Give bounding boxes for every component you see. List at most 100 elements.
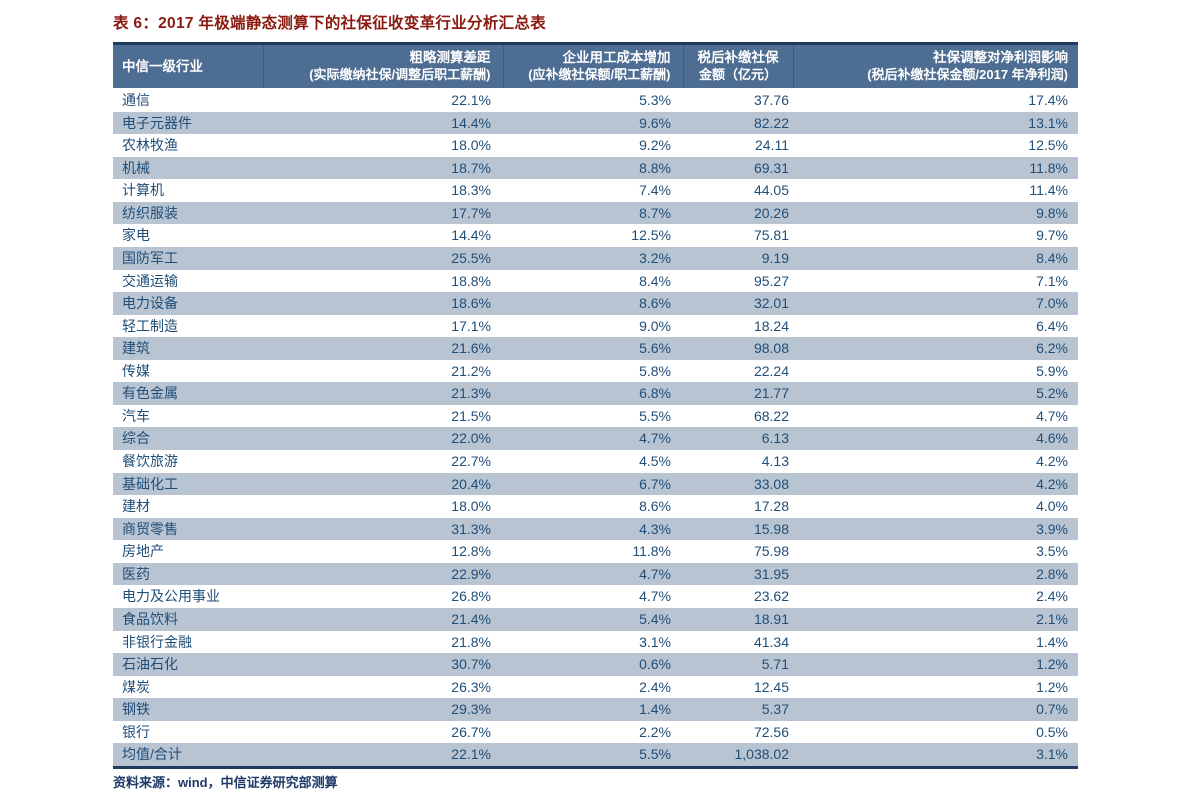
industry-name-cell: 均值/合计	[122, 746, 182, 763]
industry-name-cell: 国防军工	[122, 249, 178, 266]
industry-name-cell: 煤炭	[122, 678, 150, 695]
header-labor-cost-line1: 企业用工成本增加	[562, 50, 671, 65]
industry-name-cell: 家电	[122, 227, 150, 244]
industry-name-cell: 通信	[122, 92, 150, 108]
value-cell: 2.1%	[1036, 610, 1068, 627]
table-row: 建筑 21.6% 5.6% 98.08 6.2%	[113, 337, 1078, 360]
value-cell: 5.4%	[639, 610, 671, 627]
industry-name-cell: 电力及公用事业	[122, 588, 220, 605]
value-cell: 22.1%	[451, 92, 491, 108]
table-row: 电力设备 18.6% 8.6% 32.01 7.0%	[113, 292, 1078, 315]
table-row: 建材 18.0% 8.6% 17.28 4.0%	[113, 495, 1078, 518]
header-row: 中信一级行业 粗略测算差距 (实际缴纳社保/调整后职工薪酬) 企业用工成本增加 …	[113, 43, 1078, 89]
value-cell: 8.4%	[639, 272, 671, 289]
value-cell: 3.5%	[1036, 543, 1068, 560]
value-cell: 4.7%	[639, 565, 671, 582]
value-cell: 21.4%	[451, 610, 491, 627]
header-labor-cost-line2: (应补缴社保额/职工薪酬)	[528, 67, 671, 82]
header-rough-gap: 粗略测算差距 (实际缴纳社保/调整后职工薪酬)	[262, 43, 503, 89]
industry-name-cell: 商贸零售	[122, 520, 178, 537]
table-row: 有色金属 21.3% 6.8% 21.77 5.2%	[113, 382, 1078, 405]
industry-name-cell: 农林牧渔	[122, 137, 178, 154]
value-cell: 8.8%	[639, 159, 671, 176]
industry-name-cell: 石油石化	[122, 656, 178, 673]
value-cell: 1.2%	[1036, 678, 1068, 695]
value-cell: 14.4%	[451, 227, 491, 244]
value-cell: 13.1%	[1028, 114, 1068, 131]
value-cell: 12.45	[753, 678, 789, 695]
value-cell: 22.24	[753, 362, 789, 379]
value-cell: 9.6%	[639, 114, 671, 131]
table-row: 国防军工 25.5% 3.2% 9.19 8.4%	[113, 246, 1078, 270]
value-cell: 4.5%	[639, 453, 671, 469]
value-cell: 9.19	[761, 249, 789, 266]
industry-name-cell: 建材	[122, 498, 150, 515]
value-cell: 21.3%	[451, 385, 491, 402]
table-row: 综合 22.0% 4.7% 6.13 4.6%	[113, 427, 1078, 450]
value-cell: 68.22	[753, 407, 789, 424]
industry-name-cell: 基础化工	[122, 475, 178, 492]
value-cell: 4.6%	[1036, 430, 1068, 447]
header-labor-cost: 企业用工成本增加 (应补缴社保额/职工薪酬)	[502, 43, 683, 89]
value-cell: 69.31	[753, 159, 789, 176]
table-row: 汽车 21.5% 5.5% 68.22 4.7%	[113, 404, 1078, 428]
table-row: 煤炭 26.3% 2.4% 12.45 1.2%	[113, 675, 1078, 699]
value-cell: 9.2%	[639, 137, 671, 154]
table-body: 通信 22.1% 5.3% 37.76 17.4% 电子元器件 14.4% 9.6% 82.22…	[113, 88, 1078, 768]
value-cell: 17.28	[753, 498, 789, 515]
industry-name-cell: 计算机	[122, 182, 164, 199]
value-cell: 8.7%	[639, 204, 671, 221]
industry-name-cell: 非银行金融	[122, 633, 192, 650]
table-row: 纺织服装 17.7% 8.7% 20.26 9.8%	[113, 201, 1078, 225]
header-aftertax-amount-line1: 税后补缴社保	[697, 50, 779, 65]
value-cell: 11.8%	[1029, 159, 1068, 176]
value-cell: 9.7%	[1036, 227, 1068, 244]
table-row: 食品饮料 21.4% 5.4% 18.91 2.1%	[113, 607, 1078, 631]
header-profit-impact-line2: (税后补缴社保金额/2017 年净利润)	[867, 67, 1068, 82]
industry-name-cell: 轻工制造	[122, 317, 178, 334]
value-cell: 6.2%	[1036, 340, 1068, 357]
table-row: 电力及公用事业 26.8% 4.7% 23.62 2.4%	[113, 585, 1078, 608]
header-profit-impact-line1: 社保调整对净利润影响	[933, 50, 1068, 65]
value-cell: 18.8%	[451, 272, 491, 289]
table-row-total: 均值/合计 22.1% 5.5% 1,038.02 3.1%	[113, 743, 1078, 768]
industry-name-cell: 房地产	[122, 543, 164, 560]
value-cell: 6.8%	[639, 385, 671, 402]
industry-name-cell: 有色金属	[122, 385, 178, 402]
table-row: 钢铁 29.3% 1.4% 5.37 0.7%	[113, 698, 1078, 721]
value-cell: 23.62	[753, 588, 789, 605]
value-cell: 3.1%	[639, 633, 671, 650]
industry-name-cell: 食品饮料	[122, 610, 178, 627]
industry-name-cell: 交通运输	[122, 272, 178, 289]
value-cell: 31.3%	[451, 520, 491, 537]
value-cell: 5.6%	[639, 340, 671, 357]
value-cell: 6.4%	[1036, 317, 1068, 334]
value-cell: 1.4%	[1036, 633, 1068, 650]
industry-name-cell: 纺织服装	[122, 204, 178, 221]
value-cell: 7.4%	[639, 182, 671, 199]
value-cell: 11.4%	[1029, 182, 1068, 199]
value-cell: 18.91	[753, 610, 789, 627]
value-cell: 4.3%	[639, 520, 671, 537]
source-note: 资料来源：wind，中信证券研究部测算	[113, 775, 338, 790]
header-rough-gap-line2: (实际缴纳社保/调整后职工薪酬)	[309, 67, 491, 82]
value-cell: 44.05	[753, 182, 789, 199]
value-cell: 37.76	[753, 92, 789, 108]
value-cell: 75.81	[753, 227, 789, 244]
value-cell: 1.2%	[1036, 656, 1068, 673]
value-cell: 98.08	[753, 340, 789, 357]
value-cell: 18.24	[753, 317, 789, 334]
table-title: 表 6：2017 年极端静态测算下的社保征收变革行业分析汇总表	[113, 15, 547, 32]
table-row: 家电 14.4% 12.5% 75.81 9.7%	[113, 224, 1078, 247]
table-row: 基础化工 20.4% 6.7% 33.08 4.2%	[113, 472, 1078, 496]
value-cell: 21.6%	[451, 340, 491, 357]
value-cell: 18.0%	[451, 498, 491, 515]
value-cell: 15.98	[753, 520, 789, 537]
value-cell: 0.6%	[639, 656, 671, 673]
value-cell: 3.9%	[1036, 520, 1068, 537]
value-cell: 18.3%	[451, 182, 491, 199]
table-row: 交通运输 18.8% 8.4% 95.27 7.1%	[113, 269, 1078, 293]
table-row: 银行 26.7% 2.2% 72.56 0.5%	[113, 720, 1078, 744]
value-cell: 24.11	[755, 137, 789, 154]
industry-name-cell: 建筑	[122, 340, 150, 357]
